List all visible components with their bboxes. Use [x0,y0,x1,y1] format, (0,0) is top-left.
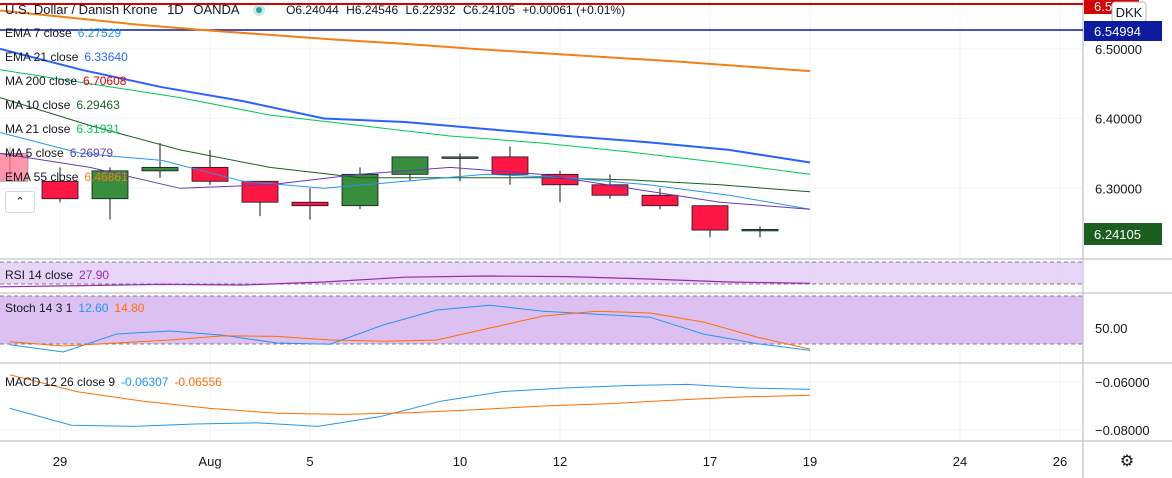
time-axis-tick: 5 [306,454,313,469]
price-axis-tick: 6.40000 [1095,112,1142,127]
legend-ma200[interactable]: MA 200 close 6.70608 [5,74,126,88]
rsi-band [0,262,1083,284]
time-axis-tick: 26 [1053,454,1067,469]
stoch-band [0,296,1083,344]
time-axis-tick: Aug [198,454,221,469]
legend-value: 6.70608 [83,74,127,88]
time-axis-tick: 29 [53,454,67,469]
price-axis-tick: 6.50000 [1095,42,1142,57]
legend-value: 6.26979 [69,146,114,160]
interval-label[interactable]: 1D [167,2,184,17]
legend-ma5[interactable]: MA 5 close 6.26979 [5,146,113,160]
legend-ma21[interactable]: MA 21 close 6.31931 [5,122,120,136]
low-value: L6.22932 [405,3,456,17]
legend-value: 6.46861 [84,170,128,184]
ma-series-line [0,47,811,164]
legend-label: EMA 55 close [5,170,79,184]
candle-body [91,170,129,200]
candle-body [441,156,479,159]
candle-body [41,180,79,200]
legend-label: EMA 21 close [5,50,79,64]
candle-body [141,166,179,172]
legend-stoch[interactable]: Stoch 14 3 1 12.60 14.80 [5,301,144,315]
legend-value-macd: -0.06307 [121,375,169,389]
legend-value: 6.29463 [76,98,120,112]
gear-icon[interactable]: ⚙ [1119,453,1135,470]
ohlc-values: O6.24044 H6.24546 L6.22932 C6.24105 +0.0… [286,3,629,17]
legend-ema7[interactable]: EMA 7 close 6.27529 [5,26,121,40]
time-axis-tick: 19 [803,454,817,469]
chevron-up-icon: ⌃ [15,196,25,208]
candle-body [491,156,529,175]
candle-body [591,184,629,196]
legend-label: MA 10 close [5,98,71,112]
candle-body [641,194,679,207]
rsi-line [0,275,811,288]
candle-body [541,173,579,186]
legend-ema55[interactable]: EMA 55 close 6.46861 [5,170,128,184]
legend-label: Stoch 14 3 1 [5,301,73,315]
open-value: O6.24044 [286,3,339,17]
time-axis-tick: 24 [953,454,967,469]
candle-body [691,205,729,231]
candle-body [241,180,279,203]
legend-macd[interactable]: MACD 12 26 close 9 -0.06307 -0.06556 [5,375,222,389]
stoch-axis-tick: 50.00 [1095,321,1128,336]
price-tag-line [1084,21,1162,41]
ma-series-line [0,152,811,210]
legend-value-signal: -0.06556 [174,375,222,389]
candle-body [291,201,329,207]
currency-tag-text: DKK [1116,5,1143,20]
legend-ema21[interactable]: EMA 21 close 6.33640 [5,50,128,64]
high-value: H6.24546 [346,3,399,17]
legend-label: RSI 14 close [5,268,74,282]
ma-series-line [0,9,811,73]
price-tag-last [1084,223,1162,245]
legend-value: 27.90 [79,268,110,282]
candle-body [341,173,379,207]
legend-rsi[interactable]: RSI 14 close 27.90 [5,268,109,282]
macd-line [9,383,811,427]
legend-value-d: 14.80 [114,301,145,315]
symbol-name[interactable]: U.S. Dollar / Danish Krone [5,2,158,17]
price-tag-line-text: 6.54994 [1094,24,1141,39]
macd-axis-tick: −0.06000 [1095,375,1150,390]
ma-series-line [0,132,811,210]
price-tag-last-text: 6.24105 [1094,227,1141,242]
legend-value-k: 12.60 [78,301,109,315]
market-status-icon [256,7,263,13]
close-value: C6.24105 [462,3,515,17]
legend-label: MACD 12 26 close 9 [5,375,116,389]
macd-axis-tick: −0.08000 [1095,423,1150,438]
change-value: +0.00061 (+0.01%) [522,3,626,17]
price-axis-tick: 6.30000 [1095,181,1142,196]
collapse-legend-button[interactable]: ⌃ [5,191,35,213]
time-axis-tick: 10 [453,454,467,469]
legend-value: 6.31931 [76,122,120,136]
candle-body [741,228,779,232]
macd-signal-line [9,374,811,415]
ma-series-line [0,69,811,175]
symbol-header: U.S. Dollar / Danish Krone 1D OANDA O6.2… [5,2,629,18]
candle-body [0,153,29,182]
time-axis-tick: 17 [703,454,717,469]
exchange-label: OANDA [193,2,239,17]
ma-series-line [0,97,811,193]
legend-label: MA 21 close [5,122,71,136]
stoch-k-line [9,304,811,353]
legend-label: EMA 7 close [5,26,72,40]
legend-label: MA 200 close [5,74,78,88]
time-axis-tick: 12 [553,454,567,469]
legend-label: MA 5 close [5,146,64,160]
legend-ma10[interactable]: MA 10 close 6.29463 [5,98,120,112]
stoch-d-line [9,310,811,350]
legend-value: 6.27529 [77,26,122,40]
legend-value: 6.33640 [84,50,128,64]
